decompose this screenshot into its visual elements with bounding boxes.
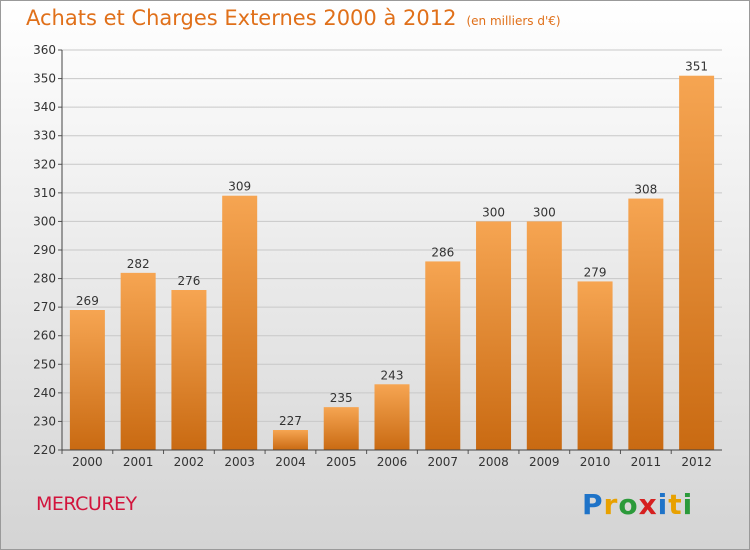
y-tick-label: 260 [33, 329, 56, 343]
bar [628, 198, 664, 450]
x-tick-label: 2006 [377, 455, 408, 469]
value-label: 309 [228, 180, 251, 194]
y-tick-label: 350 [33, 72, 56, 86]
x-tick-label: 2005 [326, 455, 357, 469]
value-label: 276 [177, 274, 200, 288]
x-tick-label: 2000 [72, 455, 103, 469]
proxiti-logo: Proxiti [582, 488, 693, 521]
value-label: 300 [533, 205, 556, 219]
value-labels: 269 282 276 309 227 235 243 286 300 300 279 308 351 [76, 60, 708, 428]
y-tick-label: 230 [33, 414, 56, 428]
logo-letter: x [638, 488, 658, 521]
x-tick-label: 2008 [478, 455, 509, 469]
bar [577, 281, 613, 450]
x-tick-label: 2009 [529, 455, 560, 469]
value-label: 286 [431, 245, 454, 259]
bar [476, 221, 512, 450]
y-axis-ticks: 220 230 240 250 260 270 280 290 300 310 320 330 340 3… [33, 43, 62, 457]
bar [323, 407, 359, 450]
value-label: 351 [685, 60, 708, 74]
bar [526, 221, 562, 450]
chart-title-text: Achats et Charges Externes 2000 à 2012 [26, 6, 457, 30]
bar [272, 430, 308, 450]
logo-letter: i [657, 488, 669, 521]
bars [69, 75, 715, 450]
bar [222, 195, 258, 450]
value-label: 300 [482, 205, 505, 219]
y-tick-label: 270 [33, 300, 56, 314]
logo-letter: P [582, 488, 604, 521]
y-tick-label: 310 [33, 186, 56, 200]
bar [425, 261, 461, 450]
y-tick-label: 320 [33, 157, 56, 171]
y-tick-label: 240 [33, 386, 56, 400]
value-label: 269 [76, 294, 99, 308]
logo-letter: o [618, 488, 639, 521]
x-axis-ticks: 2000 2001 2002 2003 2004 2005 2006 2007 2008 2009… [61, 450, 712, 469]
x-tick-label: 2001 [123, 455, 154, 469]
y-tick-label: 220 [33, 443, 56, 457]
chart-subtitle: (en milliers d'€) [466, 14, 561, 28]
bar [679, 75, 715, 450]
x-tick-label: 2002 [174, 455, 205, 469]
y-tick-label: 300 [33, 214, 56, 228]
bar [120, 272, 156, 450]
y-tick-label: 360 [33, 43, 56, 57]
value-label: 243 [381, 368, 404, 382]
y-tick-label: 330 [33, 129, 56, 143]
logo-letter: r [603, 488, 619, 521]
y-tick-label: 250 [33, 357, 56, 371]
x-tick-label: 2007 [427, 455, 458, 469]
chart-title: Achats et Charges Externes 2000 à 2012 (e… [26, 6, 561, 30]
value-label: 308 [634, 183, 657, 197]
y-tick-label: 280 [33, 272, 56, 286]
x-tick-label: 2010 [580, 455, 611, 469]
y-tick-label: 290 [33, 243, 56, 257]
x-tick-label: 2011 [631, 455, 662, 469]
x-tick-label: 2012 [681, 455, 712, 469]
logo-letter: t [668, 488, 683, 521]
y-tick-label: 340 [33, 100, 56, 114]
bar [374, 384, 410, 450]
value-label: 235 [330, 391, 353, 405]
value-label: 227 [279, 414, 302, 428]
location-label: MERCUREY [36, 493, 137, 515]
value-label: 279 [584, 265, 607, 279]
bar [69, 310, 105, 450]
logo-letter: i [682, 488, 694, 521]
x-tick-label: 2004 [275, 455, 306, 469]
value-label: 282 [127, 257, 150, 271]
x-tick-label: 2003 [224, 455, 255, 469]
bar [171, 290, 207, 450]
